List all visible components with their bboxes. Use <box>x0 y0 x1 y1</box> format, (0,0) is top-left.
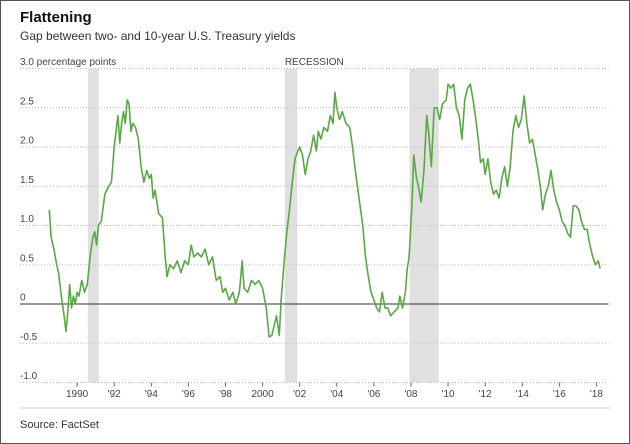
y-tick-label: -1.0 <box>20 371 38 382</box>
x-tick-label: '92 <box>108 389 121 400</box>
recession-label: RECESSION <box>285 57 344 68</box>
y-tick-label: 2.0 <box>20 136 34 147</box>
x-tick-label: '14 <box>516 389 529 400</box>
x-tick-label: '18 <box>590 389 603 400</box>
chart-title: Flattening <box>20 9 92 26</box>
x-tick-label: '02 <box>293 389 306 400</box>
x-tick-label: 1990 <box>66 389 89 400</box>
chart-subtitle: Gap between two- and 10-year U.S. Treasu… <box>20 29 295 43</box>
x-tick-label: '16 <box>553 389 566 400</box>
recession-band <box>87 68 99 383</box>
source: Source: FactSet <box>20 419 99 431</box>
x-tick-label: '10 <box>442 389 455 400</box>
x-tick-label: '06 <box>367 389 380 400</box>
x-tick-label: '98 <box>219 389 232 400</box>
y-tick-label: 0.5 <box>20 253 34 264</box>
y-tick-label: 3.0 percentage points <box>20 57 116 68</box>
y-tick-label: 1.5 <box>20 175 34 186</box>
x-tick-label: '08 <box>404 389 417 400</box>
y-tick-label: -0.5 <box>20 332 38 343</box>
y-tick-label: 1.0 <box>20 214 34 225</box>
recession-band <box>284 68 298 383</box>
y-tick-label: 2.5 <box>20 96 34 107</box>
x-tick-label: 2000 <box>251 389 274 400</box>
yield-gap-line <box>48 83 601 338</box>
x-tick-label: '96 <box>182 389 195 400</box>
x-tick-label: '04 <box>330 389 343 400</box>
y-tick-label: 0 <box>20 293 26 304</box>
x-tick-label: '94 <box>145 389 158 400</box>
x-tick-label: '12 <box>479 389 492 400</box>
